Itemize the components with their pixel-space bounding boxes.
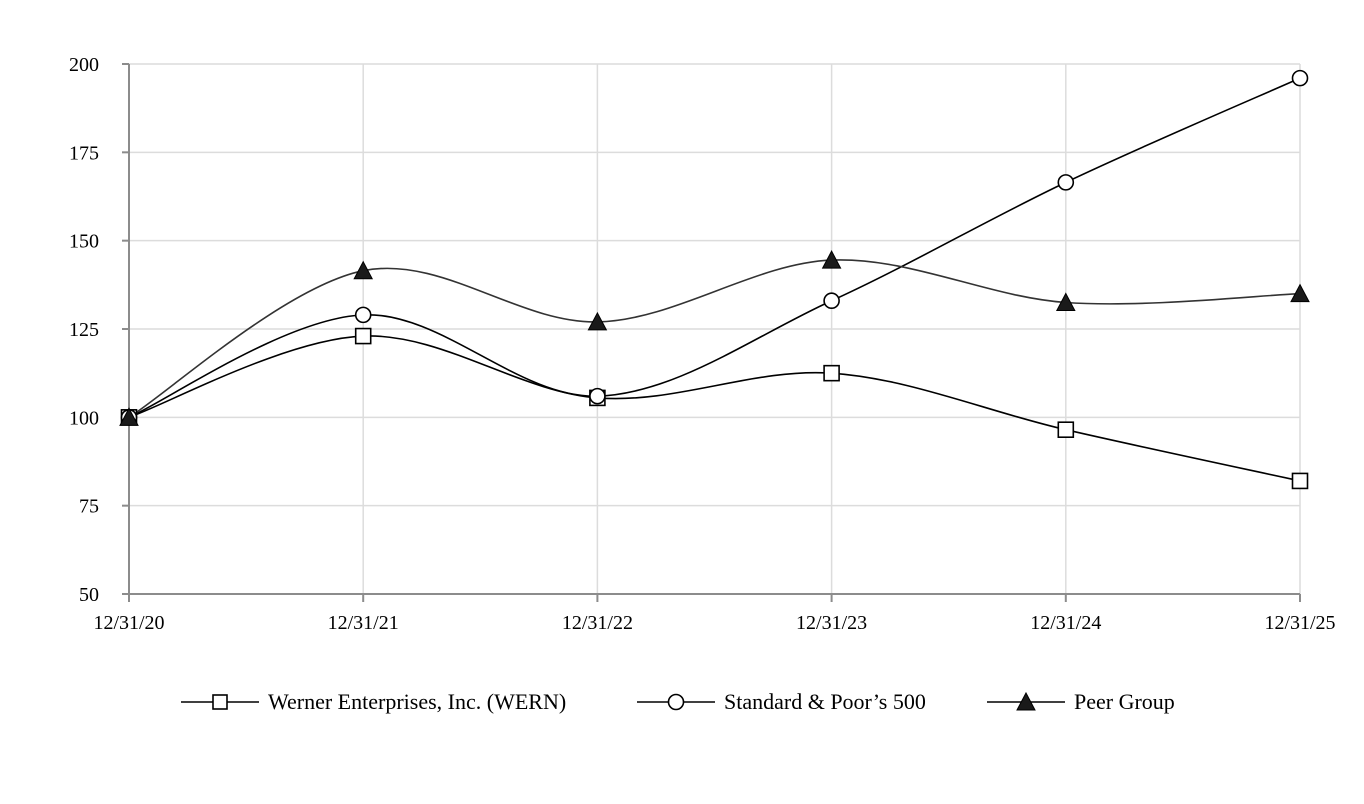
- square-point: [354, 327, 372, 345]
- legend-label-peer-group: Peer Group: [1074, 689, 1175, 714]
- legend-triangle-marker-icon: [1016, 691, 1036, 711]
- triangle-point: [353, 260, 374, 280]
- series-line-circle: [128, 77, 1301, 419]
- y-tick-label: 150: [69, 231, 99, 253]
- circle-point: [823, 292, 840, 310]
- square-point: [1057, 421, 1075, 439]
- y-tick-label: 75: [79, 496, 99, 518]
- legend-square-marker-icon: [212, 694, 228, 710]
- triangle-point: [119, 407, 139, 426]
- y-tick-label: 175: [69, 142, 99, 164]
- circle-point: [1291, 69, 1309, 87]
- y-tick-label: 100: [69, 407, 99, 429]
- legend-item-sp500: Standard & Poor’s 500: [637, 689, 926, 714]
- legend-label-wern: Werner Enterprises, Inc. (WERN): [268, 689, 566, 714]
- grid-lines: [129, 63, 1301, 594]
- square-point: [1291, 472, 1309, 490]
- axes: [122, 63, 1301, 602]
- circle-point: [589, 387, 606, 405]
- circle-point: [1057, 174, 1075, 191]
- square-point: [823, 364, 840, 382]
- series-line-square: [128, 335, 1301, 482]
- y-tick-labels: 50 75 100 125 150 175 200: [69, 54, 99, 606]
- legend-label-sp500: Standard & Poor’s 500: [724, 689, 926, 714]
- y-tick-label: 125: [69, 319, 99, 341]
- y-tick-label: 200: [69, 54, 99, 76]
- x-tick-label: 12/31/22: [562, 612, 633, 634]
- series-lines: [128, 77, 1301, 482]
- x-tick-labels: 12/31/20 12/31/21 12/31/22 12/31/23 12/31/24…: [93, 612, 1335, 634]
- triangle-point: [1290, 283, 1310, 303]
- y-tick-label: 50: [79, 584, 99, 606]
- x-tick-label: 12/31/20: [93, 612, 164, 634]
- x-tick-label: 12/31/21: [328, 612, 399, 634]
- legend: Werner Enterprises, Inc. (WERN) Standard…: [181, 689, 1175, 714]
- series-markers: [119, 69, 1310, 490]
- series-line-triangle: [128, 259, 1301, 419]
- legend-item-peer-group: Peer Group: [987, 689, 1175, 714]
- x-tick-label: 12/31/24: [1030, 612, 1101, 634]
- triangle-point: [587, 311, 608, 331]
- triangle-point: [1055, 292, 1076, 311]
- legend-circle-marker-icon: [667, 693, 685, 711]
- x-tick-label: 12/31/23: [796, 612, 867, 634]
- triangle-point: [821, 250, 842, 269]
- circle-point: [354, 306, 372, 324]
- x-tick-label: 12/31/25: [1264, 612, 1335, 634]
- legend-item-wern: Werner Enterprises, Inc. (WERN): [181, 689, 566, 714]
